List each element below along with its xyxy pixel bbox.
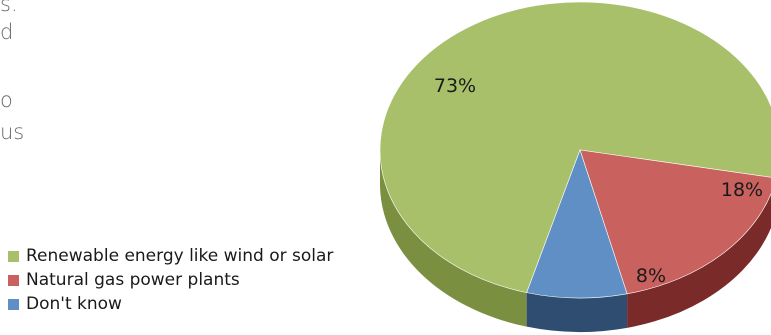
pie-slice (379, 1, 771, 293)
legend-swatch (8, 250, 19, 262)
legend-item-renewable: Renewable energy like wind or solar (8, 244, 333, 268)
legend-swatch (8, 274, 19, 286)
text-fragment: s. (0, 0, 18, 16)
text-fragment: d (0, 20, 14, 44)
legend-label: Renewable energy like wind or solar (26, 246, 334, 266)
pie-slice (526, 149, 628, 299)
slice-data-label: 73% (434, 75, 476, 97)
text-fragment: o (0, 88, 13, 112)
legend-item-natural-gas: Natural gas power plants (8, 268, 333, 292)
slice-data-label: 18% (721, 179, 763, 201)
legend-item-dont-know: Don't know (8, 292, 333, 316)
background-text-fragments: s. d o us (0, 0, 40, 150)
slice-data-label: 8% (636, 265, 666, 287)
legend-swatch (8, 298, 19, 310)
legend-label: Don't know (26, 294, 122, 314)
legend-label: Natural gas power plants (26, 270, 240, 290)
pie-side (627, 193, 771, 328)
text-fragment: us (0, 120, 25, 144)
chart-legend: Renewable energy like wind or solar Natu… (8, 244, 333, 316)
pie-side (526, 292, 628, 332)
